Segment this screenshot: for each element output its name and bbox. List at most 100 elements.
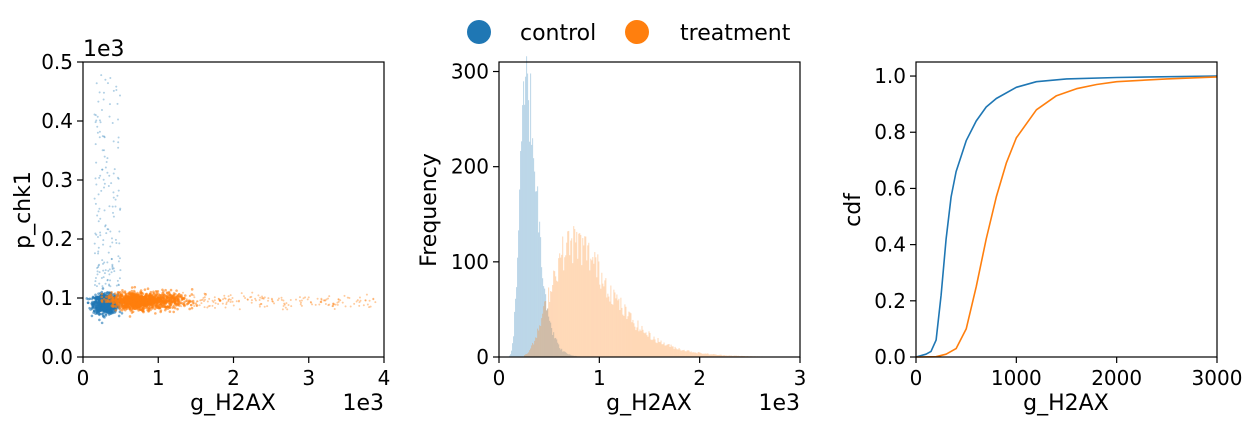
hist-bar-control <box>571 355 573 357</box>
hist-bar-control <box>542 278 544 357</box>
scatter-point-treatment <box>202 296 205 299</box>
scatter-point-treatment <box>176 299 179 302</box>
scatter-point-control <box>115 242 118 245</box>
scatter-point-treatment <box>163 303 166 307</box>
scatter-point-control <box>107 269 110 272</box>
scatter-point-treatment <box>225 303 228 306</box>
hist-bar-treatment <box>666 344 668 357</box>
scatter-point-control <box>95 161 98 164</box>
hist-bar-treatment <box>723 355 725 357</box>
scatter-point-treatment <box>173 302 177 305</box>
scatter-point-treatment <box>118 290 122 294</box>
scatter-point-treatment <box>182 301 185 304</box>
scatter-point-treatment <box>172 310 175 314</box>
cdf-line-control <box>915 75 1218 358</box>
hist-bar-treatment <box>717 354 719 357</box>
hist-bar-treatment <box>605 278 607 357</box>
scatter-point-treatment <box>231 300 234 303</box>
scatter-point-control <box>98 119 101 122</box>
hist-bar-treatment <box>647 336 649 357</box>
scatter-point-treatment <box>176 296 179 299</box>
x-tick-label: 3 <box>794 366 807 390</box>
scatter-point-treatment <box>120 293 124 297</box>
scatter-point-treatment <box>332 303 335 306</box>
scatter-point-treatment <box>204 293 207 296</box>
scatter-point-control <box>96 270 99 273</box>
scatter-point-control <box>104 225 107 228</box>
scatter-point-treatment <box>229 301 232 304</box>
scatter-point-treatment <box>270 297 273 300</box>
scatter-point-treatment <box>113 292 117 295</box>
hist-bar-treatment <box>624 304 626 357</box>
scatter-point-control <box>89 308 92 311</box>
hist-bar-treatment <box>620 297 622 357</box>
hist-bar-treatment <box>711 354 713 357</box>
scatter-point-treatment <box>285 302 288 305</box>
hist-bar-treatment <box>640 330 642 357</box>
hist-bar-treatment <box>722 355 724 357</box>
scatter-point-treatment <box>258 305 261 308</box>
scatter-point-treatment <box>156 290 160 293</box>
hist-bar-treatment <box>621 307 623 357</box>
scatter-point-treatment <box>258 303 261 306</box>
hist-bar-control <box>545 294 547 357</box>
scatter-point-control <box>112 196 115 199</box>
scatter-point-treatment <box>204 298 207 301</box>
hist-bar-treatment <box>649 332 651 357</box>
hist-bar-treatment <box>587 245 589 357</box>
hist-bar-control <box>562 351 564 357</box>
scatter-point-control <box>111 205 114 208</box>
scatter-point-treatment <box>217 297 220 300</box>
scatter-point-treatment <box>203 306 206 309</box>
scatter-point-control <box>110 271 113 274</box>
hist-bar-treatment <box>548 287 550 357</box>
scatter-point-treatment <box>121 291 125 294</box>
scatter-point-control <box>105 232 108 235</box>
scatter-point-treatment <box>128 315 132 318</box>
hist-bar-control <box>509 355 511 357</box>
scatter-point-treatment <box>271 300 274 303</box>
hist-bar-treatment <box>603 286 605 357</box>
scatter-point-treatment <box>336 301 339 304</box>
hist-bar-treatment <box>698 352 700 357</box>
hist-bar-treatment <box>652 339 654 357</box>
hist-bar-treatment <box>673 349 675 357</box>
x-tick-label: 0 <box>910 366 923 390</box>
hist-bar-treatment <box>724 355 726 357</box>
scatter-point-control <box>109 310 112 313</box>
hist-bar-treatment <box>710 354 712 357</box>
hist-bar-treatment <box>533 344 535 357</box>
scatter-point-treatment <box>176 307 179 311</box>
hist-bar-treatment <box>526 353 528 357</box>
scatter-point-treatment <box>287 303 290 306</box>
hist-bar-treatment <box>541 318 543 357</box>
hist-bar-treatment <box>550 291 552 357</box>
scatter-point-treatment <box>168 296 171 300</box>
x-tick-label: 4 <box>378 366 391 390</box>
scatter-point-treatment <box>179 300 182 303</box>
scatter-point-treatment <box>231 296 234 299</box>
scatter-point-treatment <box>282 304 285 307</box>
scatter-point-control <box>103 305 107 308</box>
hist-bar-treatment <box>677 349 679 357</box>
legend-marker-treatment <box>625 20 649 44</box>
scatter-point-treatment <box>223 297 226 300</box>
hist-bar-treatment <box>562 236 564 357</box>
scatter-point-treatment <box>147 310 150 313</box>
hist-bar-treatment <box>693 352 695 357</box>
scatter-point-control <box>117 118 120 121</box>
scatter-point-control <box>117 255 120 258</box>
scatter-point-control <box>112 191 115 194</box>
scatter-point-treatment <box>130 299 133 303</box>
hist-bar-treatment <box>682 350 684 357</box>
scatter-point-control <box>102 178 105 181</box>
scatter-point-treatment <box>343 294 346 297</box>
scatter-point-treatment <box>164 294 168 298</box>
scatter-point-treatment <box>177 303 180 306</box>
scatter-point-control <box>101 309 104 312</box>
scatter-point-treatment <box>157 298 160 301</box>
scatter-point-control <box>108 103 111 106</box>
scatter-point-control <box>104 224 107 227</box>
hist-bar-treatment <box>531 345 533 357</box>
scatter-point-treatment <box>222 298 225 301</box>
